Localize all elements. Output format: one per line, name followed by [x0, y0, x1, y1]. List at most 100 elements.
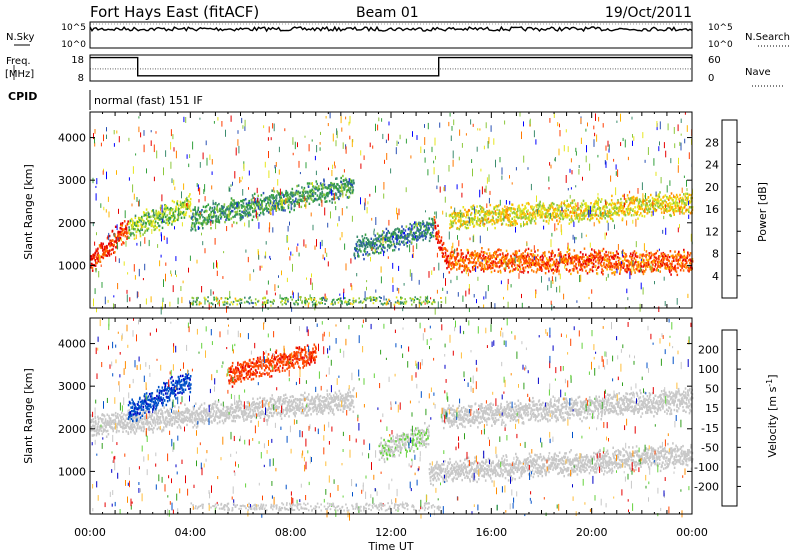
cell — [583, 217, 586, 220]
cell — [412, 131, 413, 137]
cell — [219, 209, 222, 212]
cell — [525, 262, 528, 265]
cell — [663, 276, 665, 281]
cell — [440, 239, 443, 242]
cell — [573, 260, 576, 263]
cell — [618, 257, 621, 260]
cell — [125, 240, 127, 247]
cell — [550, 300, 552, 305]
cell — [258, 222, 260, 229]
cell — [383, 250, 385, 257]
cell — [559, 253, 561, 256]
cell — [426, 221, 429, 225]
cell — [307, 302, 309, 308]
cell — [289, 197, 292, 200]
cell — [670, 273, 672, 276]
cell — [553, 202, 555, 206]
cell — [272, 227, 274, 233]
cell — [634, 271, 636, 274]
cell — [643, 203, 645, 206]
cell — [652, 199, 654, 202]
cell — [137, 224, 140, 227]
cell — [605, 200, 607, 205]
cell — [94, 253, 96, 257]
cell — [332, 193, 334, 196]
cell — [343, 169, 345, 173]
cell — [117, 233, 120, 236]
cell — [605, 145, 607, 151]
cell — [294, 199, 296, 203]
cell — [452, 242, 454, 249]
cell — [516, 208, 519, 211]
cell — [449, 251, 452, 254]
cell — [530, 205, 532, 208]
cell — [595, 251, 597, 254]
cell — [663, 215, 665, 220]
cell — [683, 206, 686, 209]
cell — [419, 221, 422, 225]
cell — [536, 209, 538, 215]
cell — [570, 258, 573, 261]
cell — [657, 269, 659, 272]
cell — [226, 226, 228, 232]
cell — [550, 264, 552, 267]
cell — [410, 155, 412, 159]
cell — [661, 257, 663, 264]
cell — [387, 256, 389, 259]
cell — [190, 209, 192, 213]
cell — [617, 201, 619, 204]
cell — [162, 215, 165, 218]
cell — [524, 250, 526, 253]
cell — [670, 264, 672, 267]
cell — [636, 264, 638, 267]
cell — [528, 213, 531, 217]
cell — [613, 273, 616, 276]
cell — [450, 220, 452, 224]
cell — [520, 223, 522, 226]
cell — [357, 239, 360, 242]
cell — [287, 206, 290, 210]
cell — [393, 248, 396, 252]
cell — [456, 184, 458, 190]
cell — [216, 270, 218, 277]
cell — [549, 259, 552, 262]
cell — [210, 227, 212, 230]
cell — [632, 260, 634, 266]
cell — [458, 214, 461, 218]
cell — [465, 256, 467, 260]
cell — [370, 243, 372, 246]
cell — [284, 194, 286, 197]
cell — [269, 198, 271, 202]
cell — [122, 229, 124, 232]
cell — [229, 206, 231, 209]
cell — [557, 214, 560, 217]
cell — [660, 260, 662, 263]
cell — [286, 194, 288, 198]
cell — [222, 303, 225, 306]
cell — [557, 261, 560, 264]
cell — [321, 195, 324, 198]
cell — [659, 206, 661, 209]
cell — [380, 276, 382, 284]
cell — [465, 254, 468, 257]
cell — [466, 213, 468, 217]
cell — [571, 170, 573, 175]
cell — [521, 216, 523, 220]
cell — [218, 202, 220, 206]
cell — [318, 203, 321, 206]
cell — [633, 199, 636, 203]
cell — [331, 182, 334, 186]
cell — [502, 209, 504, 212]
cell — [517, 216, 519, 220]
cell — [117, 235, 119, 238]
cell — [687, 195, 689, 199]
cell — [211, 171, 213, 175]
cell — [311, 139, 313, 142]
cell — [551, 303, 553, 311]
cell — [329, 188, 332, 192]
cell — [464, 266, 467, 270]
cell — [637, 217, 639, 220]
cell — [499, 210, 501, 213]
cell — [155, 131, 157, 134]
cell — [302, 197, 304, 200]
